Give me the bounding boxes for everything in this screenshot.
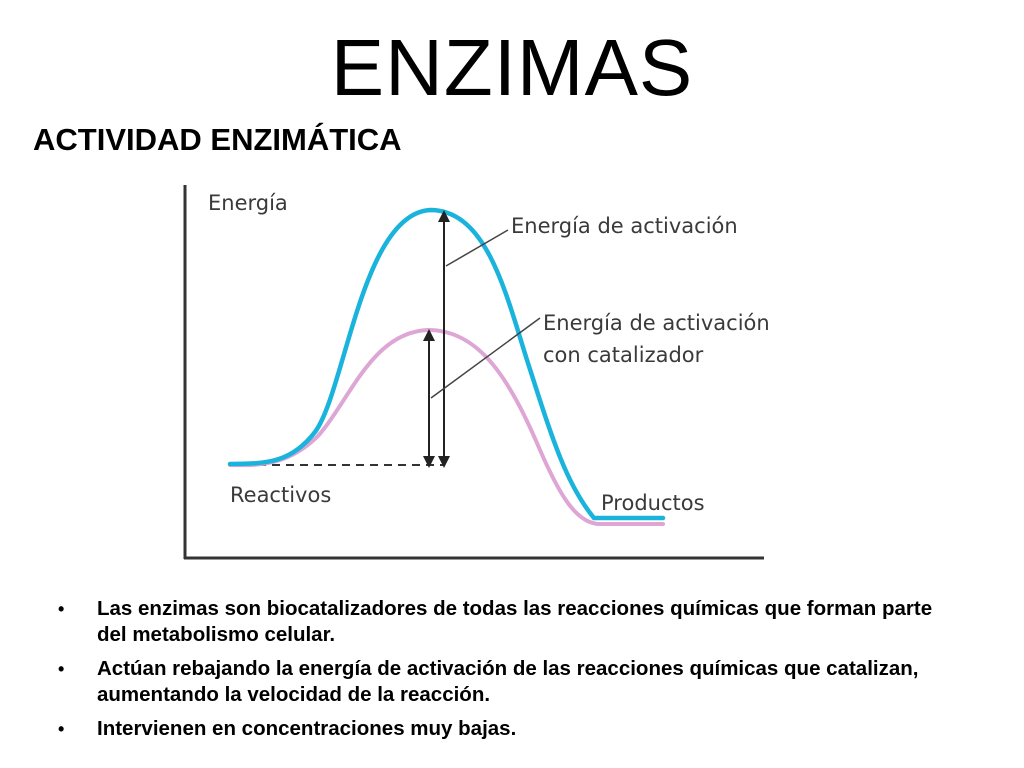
bullet-text: Intervienen en concentraciones muy bajas…	[97, 717, 517, 740]
activation-energy-label: Energía de activación	[511, 214, 738, 238]
activation-leader-line	[445, 229, 509, 267]
catalyzed-activation-label-line2: con catalizador	[543, 343, 704, 367]
slide-subtitle: ACTIVIDAD ENZIMÁTICA	[33, 122, 402, 157]
reactants-label: Reactivos	[230, 483, 331, 507]
bullet-marker: •	[58, 719, 65, 739]
catalyzed-leader-line	[430, 317, 541, 399]
bullet-list: • Las enzimas son biocatalizadores de to…	[58, 596, 958, 750]
bullet-marker: •	[58, 599, 65, 619]
products-label: Productos	[601, 491, 705, 515]
bullet-marker: •	[58, 659, 65, 679]
bullet-text: Las enzimas son biocatalizadores de toda…	[97, 597, 933, 646]
bullet-item: • Intervienen en concentraciones muy baj…	[58, 716, 958, 742]
uncatalyzed-curve	[227, 207, 666, 521]
slide-title: ENZIMAS	[330, 23, 694, 112]
bullet-item: • Actúan rebajando la energía de activac…	[58, 656, 958, 708]
bullet-item: • Las enzimas son biocatalizadores de to…	[58, 596, 958, 648]
bullet-text: Actúan rebajando la energía de activació…	[97, 657, 919, 706]
catalyzed-activation-label-line1: Energía de activación	[543, 311, 770, 335]
y-axis-label: Energía	[208, 191, 288, 215]
